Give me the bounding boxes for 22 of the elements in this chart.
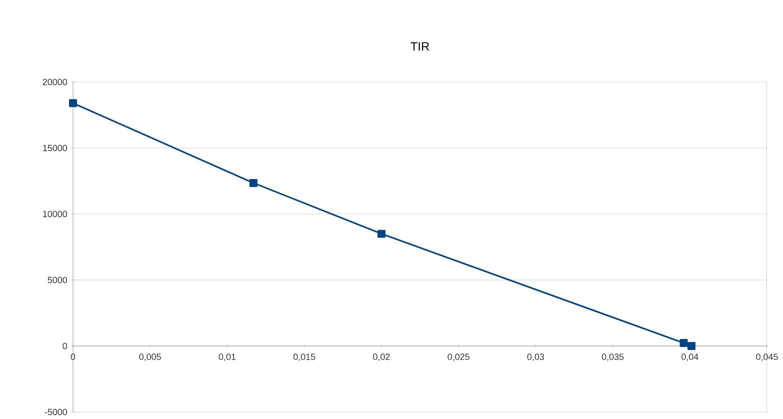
- x-tick-label: 0,035: [602, 354, 624, 362]
- y-tick-label: 15000: [43, 144, 68, 152]
- point: [249, 178, 258, 187]
- point: [377, 230, 386, 238]
- y-tick-label: -5000: [44, 408, 68, 416]
- point: [69, 99, 77, 108]
- x-tick-label: 0,04: [682, 354, 698, 362]
- y-tick-label: 5000: [48, 276, 68, 284]
- chart-title: TIR: [410, 42, 430, 50]
- x-tick-label: 0: [70, 354, 76, 360]
- x-tick-label: 0,005: [139, 354, 161, 362]
- x-tick-label: 0,025: [448, 354, 470, 362]
- y-tick-label: 0: [62, 342, 68, 350]
- x-tick-label: 0,015: [293, 354, 316, 362]
- y-tick-label: 20000: [42, 78, 68, 86]
- y-tick-label: 10000: [43, 210, 68, 218]
- x-tick-label: 0,03: [527, 354, 544, 362]
- x-tick-label: 0,045: [756, 354, 778, 362]
- x-tick-label: 0,02: [373, 354, 390, 362]
- x-tick-label: 0,01: [218, 354, 236, 362]
- point: [687, 342, 696, 350]
- point: [680, 338, 688, 347]
